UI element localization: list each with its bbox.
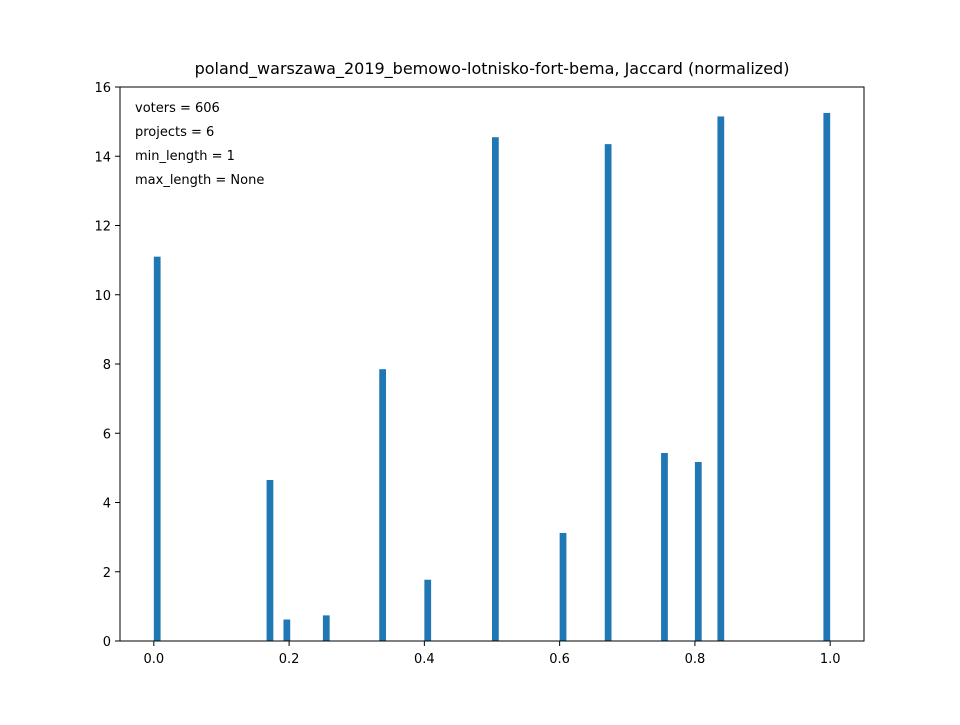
- x-tick-label: 0.2: [279, 652, 300, 667]
- annotation-line: max_length = None: [135, 173, 264, 188]
- bar-3: [322, 615, 330, 641]
- x-tick-label: 1.0: [820, 652, 841, 667]
- annotation-line: projects = 6: [135, 125, 214, 140]
- chart-title: poland_warszawa_2019_bemowo-lotnisko-for…: [195, 59, 790, 79]
- y-tick-label: 8: [103, 358, 111, 373]
- bar-1: [266, 479, 274, 641]
- y-tick-label: 4: [103, 497, 111, 512]
- bars-group: [153, 112, 831, 642]
- bar-11: [717, 116, 725, 642]
- x-tick-label: 0.8: [685, 652, 706, 667]
- bar-8: [604, 144, 612, 641]
- annotation-box: voters = 606 projects = 6 min_length = 1 ma…: [135, 101, 264, 188]
- bar-9: [661, 452, 668, 641]
- annotation-line: voters = 606: [135, 101, 220, 116]
- annotation-line: min_length = 1: [135, 149, 235, 164]
- y-tick-label: 10: [94, 289, 111, 304]
- bar-10: [694, 461, 702, 641]
- x-tick-label: 0.4: [414, 652, 435, 667]
- bar-12: [823, 112, 831, 642]
- bar-5: [424, 579, 432, 641]
- y-tick-label: 6: [103, 427, 111, 442]
- bar-2: [283, 619, 291, 641]
- bar-4: [379, 369, 387, 641]
- bar-7: [559, 532, 567, 641]
- y-tick-label: 0: [103, 635, 111, 650]
- y-tick-label: 14: [94, 150, 111, 165]
- bar-0: [153, 256, 161, 641]
- bar-6: [492, 137, 499, 641]
- y-tick-label: 2: [103, 566, 111, 581]
- x-axis: 0.0 0.2 0.4 0.6 0.8 1.0: [143, 641, 841, 667]
- y-axis: 0 2 4 6 8 10 12 14 16: [94, 81, 120, 650]
- y-tick-label: 16: [94, 81, 111, 96]
- x-tick-label: 0.0: [143, 652, 164, 667]
- y-tick-label: 12: [94, 220, 111, 235]
- x-tick-label: 0.6: [549, 652, 570, 667]
